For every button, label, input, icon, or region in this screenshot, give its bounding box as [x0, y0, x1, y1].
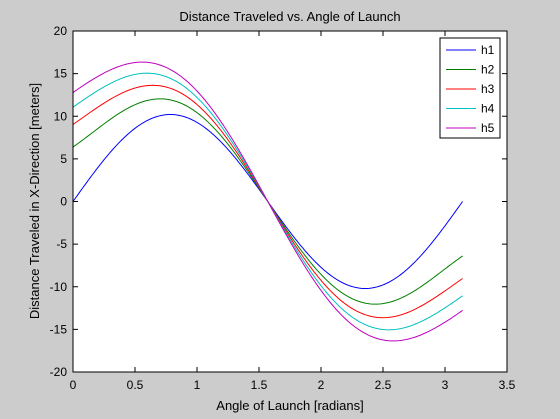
x-tick-label: 2.5 — [375, 378, 392, 392]
y-tick-label: -15 — [50, 322, 68, 336]
x-tick-label: 0.5 — [127, 378, 144, 392]
legend-label-h1: h1 — [481, 43, 495, 57]
x-axis-label: Angle of Launch [radians] — [216, 398, 363, 413]
y-tick-label: 20 — [54, 24, 68, 38]
plot-area — [73, 31, 507, 372]
legend-label-h4: h4 — [481, 102, 495, 116]
y-tick-label: -5 — [56, 237, 67, 251]
x-axis-ticks: 0 0.5 1 1.5 2 2.5 3 3.5 — [70, 31, 516, 392]
x-tick-label: 0 — [70, 378, 77, 392]
x-tick-label: 1 — [194, 378, 201, 392]
chart-title: Distance Traveled vs. Angle of Launch — [179, 9, 400, 24]
series-layer — [72, 61, 463, 342]
y-tick-label: -20 — [50, 365, 68, 379]
y-axis-ticks: -20 -15 -10 -5 0 5 10 15 20 — [50, 24, 507, 379]
legend-label-h5: h5 — [481, 121, 495, 135]
x-tick-label: 1.5 — [251, 378, 268, 392]
legend-label-h2: h2 — [481, 63, 495, 77]
y-axis-label: Distance Traveled in X-Direction [meters… — [27, 83, 42, 319]
legend-box — [439, 37, 501, 139]
x-tick-label: 3 — [442, 378, 449, 392]
y-tick-label: -10 — [50, 280, 68, 294]
series-line-h5 — [72, 61, 463, 342]
y-tick-label: 0 — [60, 195, 67, 209]
x-tick-label: 2 — [318, 378, 325, 392]
legend: h1 h2 h3 h4 h5 — [439, 37, 501, 139]
x-tick-label: 3.5 — [499, 378, 516, 392]
legend-label-h3: h3 — [481, 82, 495, 96]
y-tick-label: 15 — [54, 67, 68, 81]
y-tick-label: 5 — [60, 152, 67, 166]
y-tick-label: 10 — [54, 109, 68, 123]
